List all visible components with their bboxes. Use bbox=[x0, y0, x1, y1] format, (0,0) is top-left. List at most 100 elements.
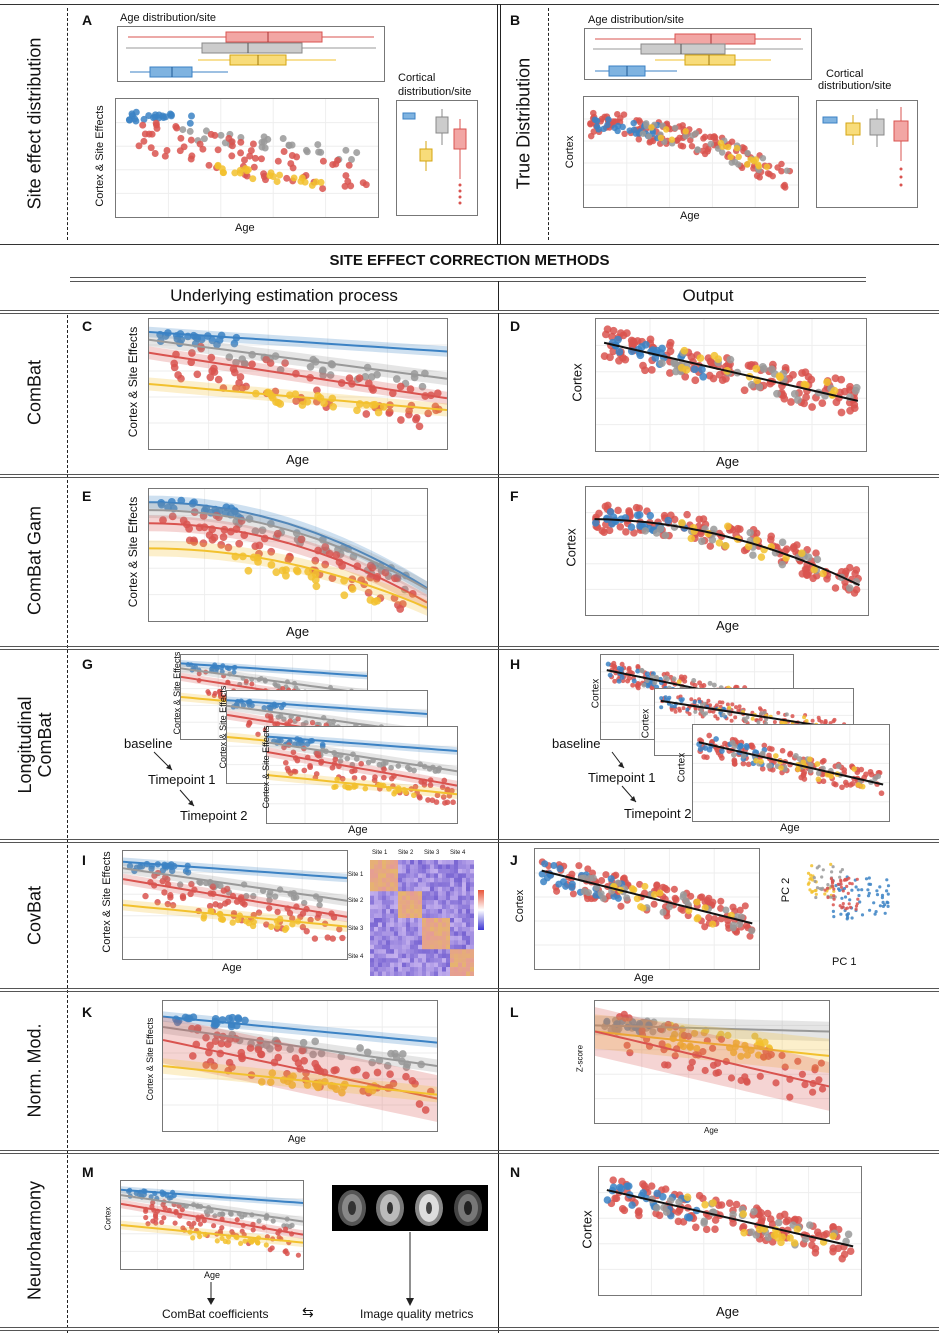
ylabel-j: Cortex bbox=[514, 889, 526, 923]
panel-label-b: B bbox=[510, 12, 521, 28]
tp1-label-h: Timepoint 1 bbox=[588, 770, 656, 785]
ylabel-c: Cortex & Site Effects bbox=[126, 326, 140, 438]
xlabel-j: Age bbox=[634, 972, 654, 984]
column-left-title: Underlying estimation process bbox=[170, 286, 398, 305]
scatter-l bbox=[594, 1000, 830, 1124]
panel-label-j: J bbox=[510, 852, 518, 868]
age-boxplot-a bbox=[117, 26, 385, 82]
tp2-label-h: Timepoint 2 bbox=[624, 806, 692, 821]
scatter-n bbox=[598, 1166, 862, 1296]
panel-label-a: A bbox=[82, 12, 93, 28]
row-label-longitudinal-1: Longitudinal bbox=[15, 696, 35, 794]
row-label-true-distribution: True Distribution bbox=[513, 57, 534, 190]
xlabel-b: Age bbox=[680, 210, 700, 222]
combat-coefficients-label: ComBat coefficients bbox=[162, 1307, 269, 1321]
age-dist-title-a: Age distribution/site bbox=[120, 12, 216, 24]
scatter-k bbox=[162, 1000, 438, 1132]
arrow-iqm-down bbox=[406, 1232, 414, 1306]
heatmap-site-left-1: Site 1 bbox=[348, 872, 364, 878]
scatter-i bbox=[122, 850, 348, 960]
panel-label-g: G bbox=[82, 656, 93, 672]
xlabel-a: Age bbox=[235, 222, 255, 234]
xlabel-m: Age bbox=[204, 1270, 221, 1280]
cortical-dist-a-1: Cortical bbox=[398, 72, 436, 84]
panel-label-i: I bbox=[82, 852, 86, 868]
row-label-normmod: Norm. Mod. bbox=[24, 1023, 45, 1118]
panel-label-h: H bbox=[510, 656, 521, 672]
scatter-h3 bbox=[692, 724, 890, 822]
ylabel-n: Cortex bbox=[579, 1210, 595, 1249]
covariance-heatmap: Site 1 Site 2 Site 3 Site 4 Site 1 Site … bbox=[348, 850, 488, 978]
row-label-covbat: CovBat bbox=[24, 885, 45, 946]
scatter-d bbox=[595, 318, 867, 452]
image-quality-metrics-label: Image quality metrics bbox=[360, 1307, 474, 1321]
heatmap-site-left-2: Site 2 bbox=[348, 898, 364, 904]
scatter-e bbox=[148, 488, 428, 622]
xlabel-d: Age bbox=[716, 454, 740, 469]
ylabel-i: Cortex & Site Effects bbox=[101, 851, 113, 953]
panel-label-e: E bbox=[82, 488, 92, 504]
baseline-label-g: baseline bbox=[124, 736, 173, 751]
ylabel-l: Z-score bbox=[575, 1044, 585, 1073]
panel-label-l: L bbox=[510, 1004, 519, 1020]
xlabel-h: Age bbox=[780, 822, 800, 834]
xlabel-f: Age bbox=[716, 618, 740, 633]
row-label-neuroharmony: Neuroharmony bbox=[24, 1180, 45, 1301]
heatmap-site-top-3: Site 3 bbox=[424, 850, 440, 856]
row-label-longitudinal-2: ComBat bbox=[35, 712, 55, 778]
tp2-label-g: Timepoint 2 bbox=[180, 808, 248, 823]
pc2-label: PC 2 bbox=[780, 877, 792, 903]
panel-label-f: F bbox=[510, 488, 519, 504]
row-label-longitudinal: Longitudinal ComBat bbox=[15, 685, 55, 805]
cortical-dist-b-1: Cortical bbox=[826, 68, 864, 80]
ylabel-b: Cortex bbox=[564, 135, 576, 169]
heatmap-site-left-4: Site 4 bbox=[348, 954, 364, 960]
xlabel-e: Age bbox=[286, 624, 310, 639]
row-label-site-effect: Site effect distribution bbox=[24, 37, 45, 210]
arrows-g bbox=[153, 751, 195, 807]
section-title: SITE EFFECT CORRECTION METHODS bbox=[329, 252, 610, 269]
cortical-dist-a-2: distribution/site bbox=[398, 86, 472, 98]
ylabel-h3: Cortex bbox=[676, 752, 688, 783]
xlabel-c: Age bbox=[286, 452, 310, 467]
ylabel-f: Cortex bbox=[563, 528, 579, 567]
scatter-g3 bbox=[266, 726, 458, 824]
brain-slice-icon bbox=[338, 1190, 482, 1226]
column-right-title: Output bbox=[682, 286, 734, 305]
ylabel-a: Cortex & Site Effects bbox=[94, 105, 106, 207]
pc1-label: PC 1 bbox=[832, 956, 857, 968]
ylabel-h2: Cortex bbox=[640, 708, 652, 739]
panel-label-c: C bbox=[82, 318, 93, 334]
panel-label-m: M bbox=[82, 1164, 94, 1180]
xlabel-n: Age bbox=[716, 1304, 740, 1319]
tp1-label-g: Timepoint 1 bbox=[148, 772, 216, 787]
pca-scatter bbox=[806, 862, 891, 921]
cortical-dist-b-2: distribution/site bbox=[818, 80, 892, 92]
brain-image-strip bbox=[332, 1185, 488, 1231]
scatter-m bbox=[120, 1180, 304, 1270]
ylabel-e: Cortex & Site Effects bbox=[126, 496, 140, 608]
age-boxplot-b bbox=[584, 28, 812, 80]
heatmap-site-top-1: Site 1 bbox=[372, 850, 388, 856]
ylabel-m: Cortex bbox=[103, 1206, 113, 1231]
panel-label-k: K bbox=[82, 1004, 93, 1020]
xlabel-g: Age bbox=[348, 824, 368, 836]
xlabel-i: Age bbox=[222, 962, 242, 974]
row-label-combat: ComBat bbox=[24, 359, 45, 426]
heatmap-site-top-4: Site 4 bbox=[450, 850, 466, 856]
arrow-m-down bbox=[207, 1282, 215, 1305]
cortical-boxplot-a bbox=[396, 100, 478, 216]
ylabel-k: Cortex & Site Effects bbox=[145, 1017, 155, 1101]
ylabel-g2: Cortex & Site Effects bbox=[218, 685, 228, 769]
scatter-b bbox=[583, 96, 799, 208]
baseline-label-h: baseline bbox=[552, 736, 601, 751]
ylabel-g1: Cortex & Site Effects bbox=[172, 651, 182, 735]
scatter-a bbox=[115, 98, 379, 218]
xlabel-k: Age bbox=[288, 1134, 306, 1145]
arrows-h bbox=[611, 751, 637, 803]
row-label-combat-gam: ComBat Gam bbox=[24, 505, 45, 616]
cortical-boxplot-b bbox=[816, 100, 918, 208]
xlabel-l: Age bbox=[704, 1126, 719, 1135]
scatter-f bbox=[585, 486, 869, 616]
heatmap-site-left-3: Site 3 bbox=[348, 926, 364, 932]
